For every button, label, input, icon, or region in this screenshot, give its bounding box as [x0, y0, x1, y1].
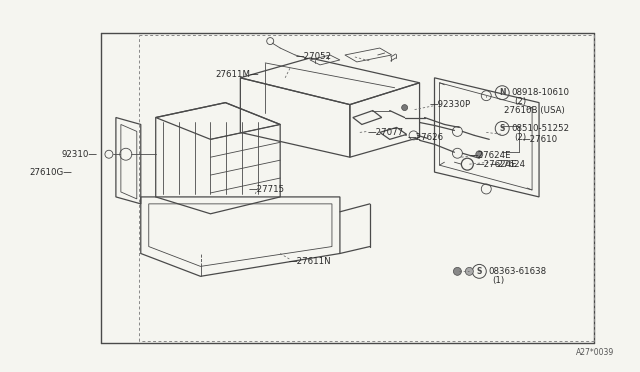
- Text: A27*0039: A27*0039: [575, 348, 614, 357]
- Text: —27715: —27715: [248, 186, 284, 195]
- Text: —27624E: —27624E: [476, 160, 517, 169]
- Text: 08918-10610: 08918-10610: [511, 88, 569, 97]
- Text: —92330P: —92330P: [429, 100, 470, 109]
- Text: S: S: [499, 124, 505, 133]
- Text: (1): (1): [492, 276, 504, 285]
- Circle shape: [465, 267, 474, 275]
- Text: —27611N: —27611N: [288, 257, 331, 266]
- Circle shape: [476, 151, 483, 158]
- Text: 27610G—: 27610G—: [29, 168, 72, 177]
- Text: 08510-51252: 08510-51252: [511, 124, 570, 133]
- Text: (2): (2): [514, 97, 526, 106]
- Text: S: S: [477, 267, 482, 276]
- Text: —27626: —27626: [408, 133, 444, 142]
- Text: 92310—: 92310—: [61, 150, 97, 159]
- Text: —27052: —27052: [295, 52, 332, 61]
- Text: 08363-61638: 08363-61638: [488, 267, 547, 276]
- Text: N: N: [499, 88, 506, 97]
- Text: —27624: —27624: [489, 160, 525, 169]
- Circle shape: [402, 105, 408, 110]
- Circle shape: [453, 267, 461, 275]
- Text: (2): (2): [514, 133, 526, 142]
- Text: 27611M—: 27611M—: [216, 70, 259, 79]
- Text: —27077: —27077: [368, 128, 404, 137]
- Text: 27610B (USA): 27610B (USA): [504, 106, 565, 115]
- Text: —27624E: —27624E: [469, 151, 511, 160]
- Text: —27610: —27610: [521, 135, 557, 144]
